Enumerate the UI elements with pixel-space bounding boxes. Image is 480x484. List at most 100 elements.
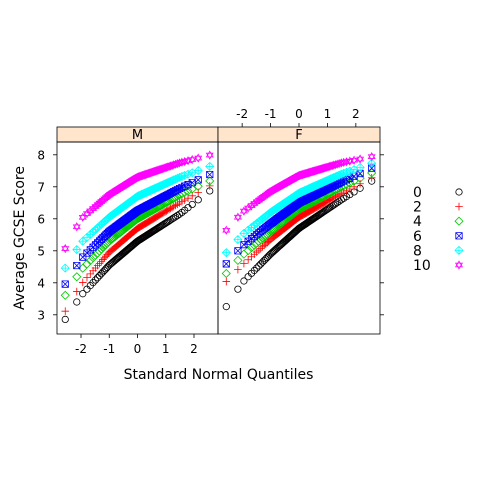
data-point [188,200,196,209]
data-point [234,285,242,293]
data-point [205,161,215,171]
data-point [255,246,263,254]
data-point [89,279,97,287]
data-point [61,280,69,288]
data-point [356,179,364,188]
data-point [72,272,82,282]
data-point [180,196,189,204]
data-point [222,303,230,311]
data-point [73,298,81,306]
data-point [97,257,106,266]
x-tick-label-top: -2 [236,107,248,121]
data-point [350,155,359,165]
data-point [166,204,175,213]
legend-label: 2 [413,200,422,216]
legend-marker [454,216,464,226]
data-point [171,213,180,221]
data-point [61,307,70,315]
legend-label: 4 [413,214,422,230]
data-point [331,200,340,208]
x-tick-label-bottom: -2 [75,342,87,356]
data-point [240,277,248,285]
x-tick-label-top: 1 [324,107,332,121]
data-point [314,202,323,211]
data-point [184,194,192,202]
data-point [72,222,81,232]
legend-label: 6 [413,229,422,245]
data-point [256,235,266,245]
data-point [250,266,258,275]
x-tick-label-bottom: 0 [134,342,142,356]
data-point [173,211,181,220]
data-point [193,166,203,176]
data-point [221,248,231,258]
data-point [85,255,95,266]
legend-marker [454,260,464,270]
legend-marker [455,232,463,240]
data-point [234,265,242,274]
data-point [233,212,242,222]
data-point [244,255,252,264]
data-point [316,201,325,209]
data-point [222,260,230,268]
series-6-panel-M [61,170,214,288]
data-point [355,162,365,172]
series-8-panel-M [60,161,215,273]
data-point [233,235,243,245]
data-point [73,261,81,270]
y-tick-label: 6 [37,212,45,226]
data-point [170,214,178,222]
data-point [234,247,242,255]
data-point [173,200,182,209]
data-point [320,207,329,215]
data-point [79,290,87,298]
data-point [82,259,92,269]
y-tick-label: 3 [37,308,45,322]
x-tick-label-bottom: 1 [162,342,170,356]
data-point [243,245,253,256]
series-10-panel-M [61,150,214,254]
data-point [239,228,249,238]
data-point [78,212,87,222]
x-tick-label-top: 0 [295,107,303,121]
data-point [233,255,243,265]
legend-marker [455,202,463,211]
data-point [263,253,271,262]
y-axis-label: Average GCSE Score [12,166,28,310]
data-point [221,268,231,279]
data-point [72,287,81,296]
data-point [91,276,100,284]
data-point [350,183,358,191]
data-point [165,205,173,214]
data-point [257,260,265,268]
data-point [315,201,324,210]
data-point [246,243,257,253]
data-point [72,245,82,255]
data-point [83,273,91,282]
data-point [206,170,214,179]
series-10-panel-F [222,152,376,235]
data-point [78,278,87,287]
x-tick-label-bottom: 2 [190,342,198,356]
data-point [188,179,196,187]
data-point [99,255,107,264]
data-point [155,211,164,219]
data-point [205,182,214,190]
y-tick-label: 8 [37,148,45,162]
data-point [175,210,184,218]
panel-strip-label: M [132,128,143,143]
y-tick-label: 7 [37,180,45,194]
data-point [94,246,105,256]
data-point [60,290,70,300]
data-point [240,259,248,268]
series-2-panel-F [222,174,376,286]
series-0-panel-M [61,187,214,324]
data-point [171,201,180,210]
series-2-panel-M [61,182,214,315]
data-point [253,264,261,272]
data-point [264,252,273,260]
series-6-panel-F [222,164,376,268]
data-point [350,172,358,180]
